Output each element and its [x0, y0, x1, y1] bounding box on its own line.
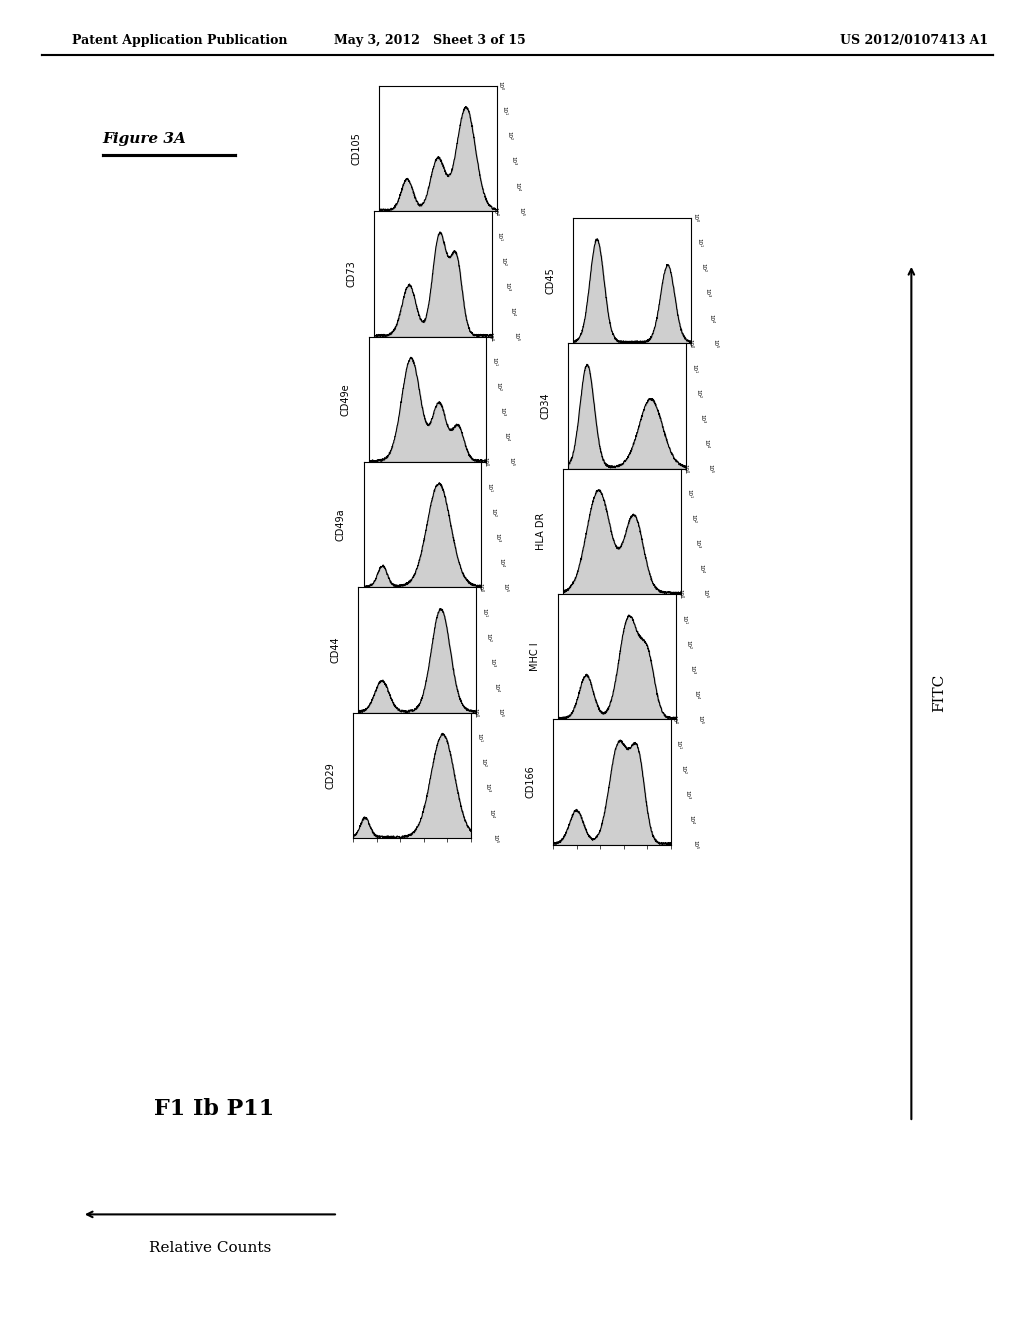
Text: 10¹: 10¹ — [681, 615, 686, 623]
Text: 10⁴: 10⁴ — [499, 558, 504, 566]
Text: 10¹: 10¹ — [676, 741, 681, 748]
Text: CD73: CD73 — [346, 260, 356, 288]
Text: 10³: 10³ — [689, 664, 694, 675]
Text: 10²: 10² — [496, 383, 501, 391]
Text: May 3, 2012   Sheet 3 of 15: May 3, 2012 Sheet 3 of 15 — [334, 34, 526, 48]
Text: 10¹: 10¹ — [486, 483, 492, 491]
Text: 10⁰: 10⁰ — [692, 213, 697, 223]
Text: 10¹: 10¹ — [696, 239, 701, 247]
Text: 10²: 10² — [695, 389, 700, 397]
Text: 10⁵: 10⁵ — [503, 582, 508, 593]
Text: 10⁵: 10⁵ — [508, 457, 513, 467]
Text: 10³: 10³ — [505, 281, 510, 292]
Text: 10⁵: 10⁵ — [692, 840, 697, 850]
Text: 10³: 10³ — [694, 539, 699, 549]
Text: 10³: 10³ — [684, 789, 689, 800]
Text: HLA DR: HLA DR — [536, 512, 546, 550]
Text: 10⁴: 10⁴ — [509, 308, 514, 315]
Text: 10³: 10³ — [705, 288, 710, 298]
Text: 10¹: 10¹ — [481, 609, 486, 616]
Text: CD45: CD45 — [546, 267, 556, 294]
Text: 10⁵: 10⁵ — [518, 206, 523, 216]
Text: 10¹: 10¹ — [502, 107, 507, 115]
Text: MHC I: MHC I — [530, 643, 541, 671]
Text: CD29: CD29 — [326, 762, 336, 789]
Text: 10²: 10² — [700, 264, 706, 272]
Text: 10⁴: 10⁴ — [709, 314, 714, 322]
Text: Relative Counts: Relative Counts — [148, 1241, 271, 1255]
Text: 10⁰: 10⁰ — [672, 714, 677, 725]
Text: 10⁰: 10⁰ — [482, 457, 487, 467]
Text: 10⁰: 10⁰ — [487, 331, 493, 342]
Text: 10²: 10² — [501, 257, 506, 265]
Text: 10²: 10² — [485, 634, 490, 642]
Text: 10³: 10³ — [484, 783, 489, 793]
Text: 10²: 10² — [690, 515, 695, 523]
Text: 10³: 10³ — [510, 156, 515, 166]
Text: 10¹: 10¹ — [691, 364, 696, 372]
Text: Patent Application Publication: Patent Application Publication — [72, 34, 287, 48]
Text: 10⁵: 10⁵ — [513, 331, 518, 342]
Text: 10³: 10³ — [500, 407, 505, 417]
Text: 10¹: 10¹ — [686, 490, 691, 498]
Text: CD49e: CD49e — [341, 383, 351, 416]
Text: 10⁴: 10⁴ — [494, 684, 499, 692]
Text: 10⁵: 10⁵ — [702, 589, 708, 599]
Text: 10⁵: 10⁵ — [697, 714, 702, 725]
Text: 10⁴: 10⁴ — [488, 809, 494, 817]
Text: 10⁰: 10⁰ — [493, 206, 498, 216]
Text: 10⁴: 10⁴ — [693, 690, 698, 698]
Text: 10⁰: 10⁰ — [677, 589, 682, 599]
Text: 10²: 10² — [506, 132, 511, 140]
Text: CD44: CD44 — [331, 636, 341, 664]
Text: 10⁵: 10⁵ — [493, 833, 498, 843]
Text: 10⁰: 10⁰ — [472, 708, 477, 718]
Text: 10³: 10³ — [495, 532, 500, 543]
Text: CD49a: CD49a — [336, 508, 346, 541]
Text: F1 Ib P11: F1 Ib P11 — [154, 1098, 273, 1119]
Text: 10¹: 10¹ — [492, 358, 497, 366]
Text: 10⁴: 10⁴ — [504, 433, 509, 441]
Text: CD166: CD166 — [525, 766, 536, 799]
Text: 10⁵: 10⁵ — [498, 708, 503, 718]
Text: 10⁰: 10⁰ — [477, 582, 482, 593]
Text: 10³: 10³ — [699, 413, 705, 424]
Text: 10³: 10³ — [489, 657, 495, 668]
Text: 10⁰: 10⁰ — [682, 463, 687, 474]
Text: 10⁴: 10⁴ — [698, 565, 703, 573]
Text: 10⁰: 10⁰ — [687, 338, 692, 348]
Text: FITC: FITC — [932, 675, 946, 711]
Text: 10²: 10² — [480, 759, 485, 767]
Text: 10⁴: 10⁴ — [703, 440, 709, 447]
Text: 10²: 10² — [680, 766, 685, 774]
Text: 10⁵: 10⁵ — [708, 463, 713, 474]
Text: CD34: CD34 — [541, 392, 551, 420]
Text: 10⁰: 10⁰ — [498, 81, 503, 91]
Text: 10⁵: 10⁵ — [713, 338, 718, 348]
Text: 10²: 10² — [490, 508, 496, 516]
Text: 10⁴: 10⁴ — [514, 182, 519, 190]
Text: 10¹: 10¹ — [476, 734, 481, 742]
Text: 10²: 10² — [685, 640, 690, 648]
Text: CD105: CD105 — [351, 132, 361, 165]
Text: Figure 3A: Figure 3A — [102, 132, 186, 147]
Text: 10¹: 10¹ — [497, 232, 502, 240]
Text: 10⁴: 10⁴ — [688, 816, 693, 824]
Text: US 2012/0107413 A1: US 2012/0107413 A1 — [840, 34, 988, 48]
